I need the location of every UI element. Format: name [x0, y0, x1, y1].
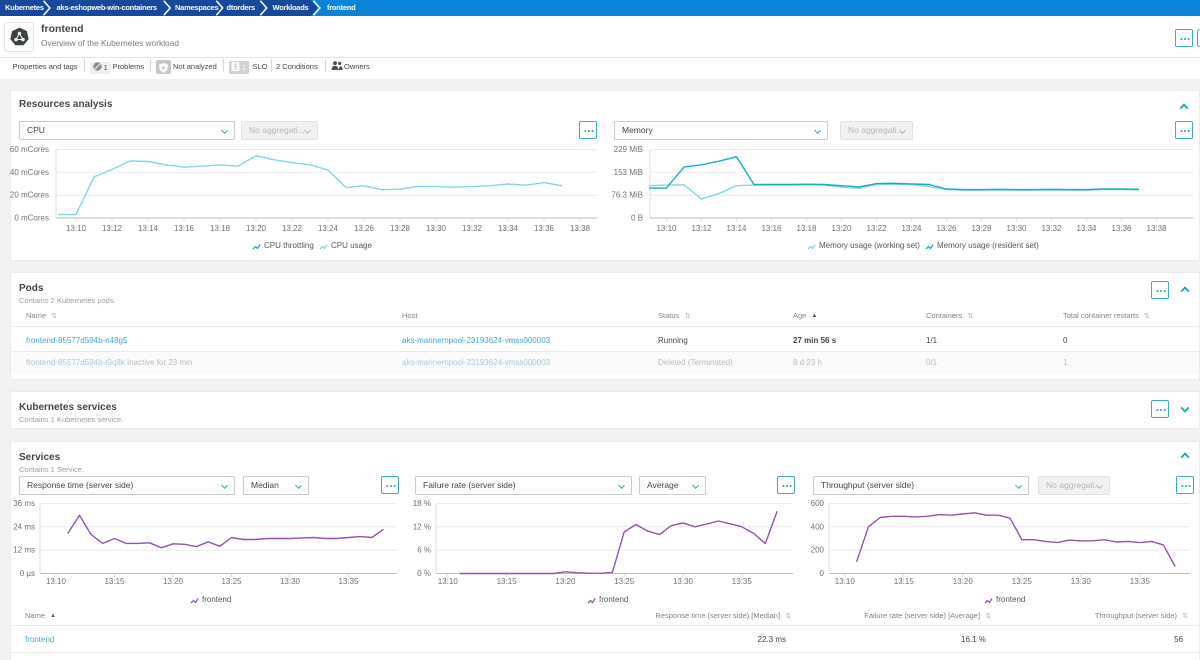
svg-text:24 ms: 24 ms — [13, 522, 35, 531]
svg-text:13:10: 13:10 — [656, 224, 677, 233]
svg-text:400: 400 — [811, 522, 825, 531]
svg-text:13:22: 13:22 — [866, 224, 887, 233]
svg-text:13:18: 13:18 — [210, 224, 231, 233]
svg-text:13:30: 13:30 — [673, 577, 694, 586]
svg-text:13:12: 13:12 — [102, 224, 123, 233]
svg-text:36 ms: 36 ms — [13, 500, 35, 508]
svg-text:13:30: 13:30 — [280, 577, 301, 586]
svg-text:0 B: 0 B — [631, 214, 643, 223]
svg-text:CPU throttling: CPU throttling — [264, 241, 314, 250]
svg-text:600: 600 — [811, 500, 825, 508]
svg-text:13:35: 13:35 — [732, 577, 753, 586]
svg-text:13:32: 13:32 — [1041, 224, 1062, 233]
svg-text:13:30: 13:30 — [1006, 224, 1027, 233]
svg-text:13:30: 13:30 — [1071, 577, 1092, 586]
svg-text:13:15: 13:15 — [497, 577, 518, 586]
svg-text:13:20: 13:20 — [831, 224, 852, 233]
svg-text:13:26: 13:26 — [936, 224, 957, 233]
svg-text:13:10: 13:10 — [66, 224, 87, 233]
svg-text:229 MiB: 229 MiB — [614, 145, 643, 154]
svg-text:13:36: 13:36 — [1111, 224, 1132, 233]
svg-text:13:12: 13:12 — [691, 224, 712, 233]
svg-text:13:32: 13:32 — [462, 224, 483, 233]
svg-text:76.3 MiB: 76.3 MiB — [611, 191, 643, 200]
svg-text:13:22: 13:22 — [282, 224, 303, 233]
svg-text:frontend: frontend — [996, 595, 1025, 604]
svg-text:13:14: 13:14 — [726, 224, 747, 233]
svg-text:40 mCores: 40 mCores — [10, 168, 49, 177]
svg-text:12 %: 12 % — [413, 522, 431, 531]
svg-text:frontend: frontend — [599, 595, 628, 604]
svg-text:13:28: 13:28 — [971, 224, 992, 233]
svg-text:13:38: 13:38 — [1146, 224, 1167, 233]
svg-text:13:24: 13:24 — [318, 224, 339, 233]
svg-text:13:35: 13:35 — [1130, 577, 1151, 586]
svg-text:frontend: frontend — [202, 595, 231, 604]
svg-text:13:20: 13:20 — [163, 577, 184, 586]
svg-text:13:20: 13:20 — [555, 577, 576, 586]
svg-text:13:20: 13:20 — [953, 577, 974, 586]
svg-text:13:15: 13:15 — [894, 577, 915, 586]
svg-text:60 mCores: 60 mCores — [10, 145, 49, 154]
svg-text:13:15: 13:15 — [104, 577, 125, 586]
svg-text:13:36: 13:36 — [534, 224, 555, 233]
svg-text:13:10: 13:10 — [438, 577, 459, 586]
svg-text:13:38: 13:38 — [570, 224, 591, 233]
svg-text:13:25: 13:25 — [221, 577, 242, 586]
svg-text:0 mCores: 0 mCores — [14, 214, 49, 223]
svg-text:0 %: 0 % — [417, 569, 431, 578]
svg-text:13:18: 13:18 — [796, 224, 817, 233]
svg-text:0 µs: 0 µs — [20, 569, 35, 578]
svg-text:13:34: 13:34 — [498, 224, 519, 233]
svg-text:13:10: 13:10 — [46, 577, 67, 586]
svg-text:13:35: 13:35 — [338, 577, 359, 586]
svg-text:13:16: 13:16 — [174, 224, 195, 233]
svg-text:13:16: 13:16 — [761, 224, 782, 233]
svg-text:13:25: 13:25 — [614, 577, 635, 586]
svg-text:200: 200 — [811, 546, 825, 555]
svg-text:13:14: 13:14 — [138, 224, 159, 233]
svg-text:13:34: 13:34 — [1076, 224, 1097, 233]
svg-text:CPU usage: CPU usage — [331, 241, 372, 250]
svg-text:20 mCores: 20 mCores — [10, 191, 49, 200]
svg-text:13:30: 13:30 — [426, 224, 447, 233]
svg-text:13:26: 13:26 — [354, 224, 375, 233]
svg-text:12 ms: 12 ms — [13, 546, 35, 555]
svg-text:13:20: 13:20 — [246, 224, 267, 233]
svg-text:Memory usage (resident set): Memory usage (resident set) — [937, 241, 1039, 250]
svg-text:18 %: 18 % — [413, 500, 431, 508]
svg-text:13:10: 13:10 — [835, 577, 856, 586]
svg-text:13:25: 13:25 — [1012, 577, 1033, 586]
svg-text:13:28: 13:28 — [390, 224, 411, 233]
svg-text:13:24: 13:24 — [901, 224, 922, 233]
svg-text:153 MiB: 153 MiB — [614, 168, 643, 177]
svg-text:0: 0 — [820, 569, 825, 578]
svg-text:6 %: 6 % — [417, 546, 431, 555]
svg-text:Memory usage (working set): Memory usage (working set) — [819, 241, 920, 250]
